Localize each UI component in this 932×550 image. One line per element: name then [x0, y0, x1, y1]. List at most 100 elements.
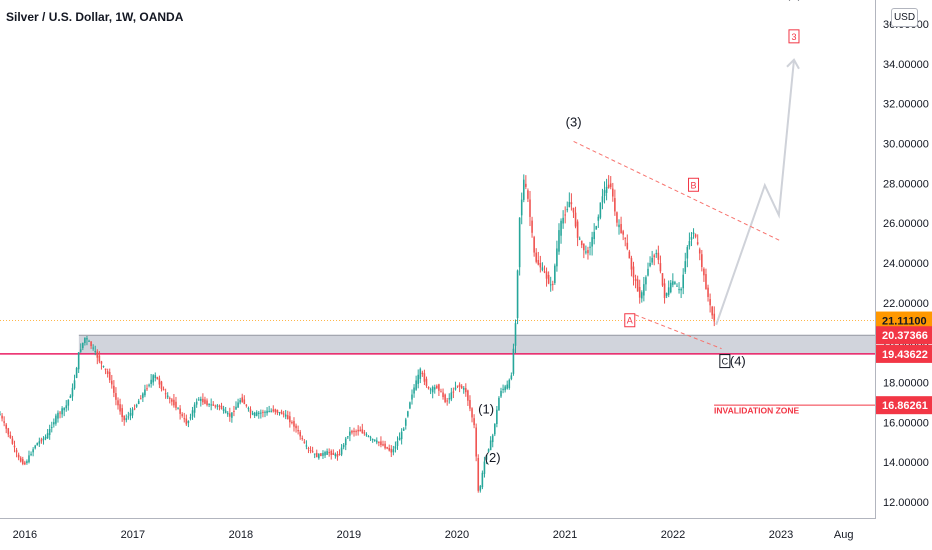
candle-body: [291, 422, 293, 424]
candle-body: [309, 449, 312, 451]
candle-body: [307, 448, 310, 450]
candle-body: [529, 199, 531, 217]
candle-body: [293, 421, 295, 427]
candle-body: [301, 437, 304, 439]
candle-body: [386, 447, 388, 449]
candle-body: [224, 410, 227, 413]
candle-body: [423, 373, 426, 382]
candle-body: [168, 397, 171, 399]
candle-body: [183, 418, 186, 420]
candle-body: [355, 431, 357, 433]
candle-body: [638, 286, 641, 298]
candle-body: [531, 220, 533, 233]
candle-body: [649, 262, 651, 267]
invalidation-zone-label: INVALIDATION ZONE: [714, 405, 799, 415]
candle-body: [40, 439, 43, 442]
candle-body: [576, 221, 579, 238]
candle-body: [614, 198, 616, 212]
candle-body: [411, 394, 413, 400]
x-tick-label: 2019: [337, 529, 361, 541]
x-tick-label: 2017: [121, 529, 145, 541]
candle-body: [264, 411, 266, 413]
x-tick-label: 2022: [661, 529, 685, 541]
candle-body: [222, 408, 225, 411]
candle-body: [458, 384, 461, 387]
x-tick-label: 2023: [769, 529, 793, 541]
candle-body: [498, 397, 500, 411]
candle-body: [133, 408, 136, 410]
candle-body: [284, 414, 287, 417]
candle-body: [55, 415, 57, 424]
candle-body: [289, 416, 291, 423]
candle-body: [162, 388, 165, 391]
candle-body: [663, 283, 666, 298]
candle-body: [493, 423, 496, 435]
candle-body: [110, 380, 113, 385]
candle-body: [634, 278, 637, 281]
candle-body: [148, 384, 150, 386]
candle-body: [415, 380, 417, 390]
candle-body: [597, 216, 600, 221]
wave-box-label: B: [691, 180, 697, 190]
price-tag-label: 21.11100: [882, 316, 927, 328]
candle-body: [684, 261, 687, 272]
candle-body: [123, 415, 126, 421]
channel-line-2: [635, 314, 722, 350]
candle-body: [682, 274, 684, 289]
candle-body: [32, 449, 34, 453]
candle-body: [131, 409, 134, 416]
candle-body: [17, 454, 20, 458]
candle-body: [661, 273, 664, 286]
candle-body: [210, 404, 212, 406]
y-tick-label: 16.00000: [883, 417, 929, 429]
candle-body: [187, 421, 190, 424]
candle-body: [560, 220, 562, 236]
candle-body: [272, 409, 275, 412]
candle-body: [340, 447, 343, 455]
candle-body: [533, 237, 535, 253]
wave-label: (3): [566, 115, 582, 130]
candle-body: [440, 391, 442, 393]
candle-body: [322, 453, 324, 456]
wave-box: [719, 354, 731, 369]
candle-body: [206, 400, 208, 405]
currency-button[interactable]: USD: [891, 8, 918, 27]
candle-body: [618, 224, 620, 228]
candle-body: [678, 289, 680, 291]
candle-body: [647, 268, 649, 276]
candle-body: [365, 434, 368, 436]
candle-body: [24, 462, 26, 465]
candle-body: [191, 410, 194, 417]
candle-body: [50, 427, 53, 429]
candle-body: [214, 405, 217, 407]
candle-body: [514, 323, 517, 346]
candle-body: [438, 384, 440, 391]
candle-body: [262, 411, 264, 413]
candle-body: [506, 384, 509, 389]
candle-body: [92, 347, 94, 349]
candle-body: [471, 408, 473, 418]
candle-body: [651, 257, 653, 263]
candle-body: [580, 240, 583, 246]
candle-body: [202, 398, 204, 403]
candle-body: [570, 202, 573, 205]
y-tick-label: 32.00000: [883, 99, 929, 111]
candle-body: [543, 271, 546, 273]
candle-body: [388, 447, 391, 451]
candle-body: [61, 408, 63, 415]
candle-body: [125, 418, 128, 421]
candle-body: [601, 196, 604, 203]
candle-body: [380, 441, 382, 446]
candle-body: [591, 237, 593, 247]
candle-body: [282, 413, 285, 415]
y-tick-label: 12.00000: [883, 497, 929, 509]
candle-body: [349, 431, 351, 436]
candle-body: [433, 387, 436, 390]
candle-body: [36, 442, 39, 446]
y-tick-label: 28.00000: [883, 178, 929, 190]
candle-body: [585, 251, 587, 253]
candle-body: [373, 439, 376, 441]
candle-body: [173, 399, 175, 406]
candle-body: [193, 404, 196, 413]
